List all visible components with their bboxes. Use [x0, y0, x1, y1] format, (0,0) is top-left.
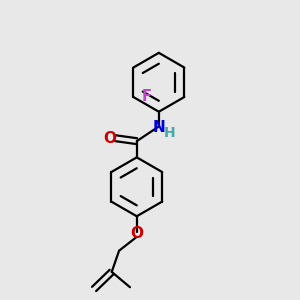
Text: N: N	[152, 120, 165, 135]
Text: H: H	[164, 126, 176, 140]
Text: O: O	[130, 226, 143, 241]
Text: O: O	[103, 131, 116, 146]
Text: F: F	[142, 89, 152, 104]
